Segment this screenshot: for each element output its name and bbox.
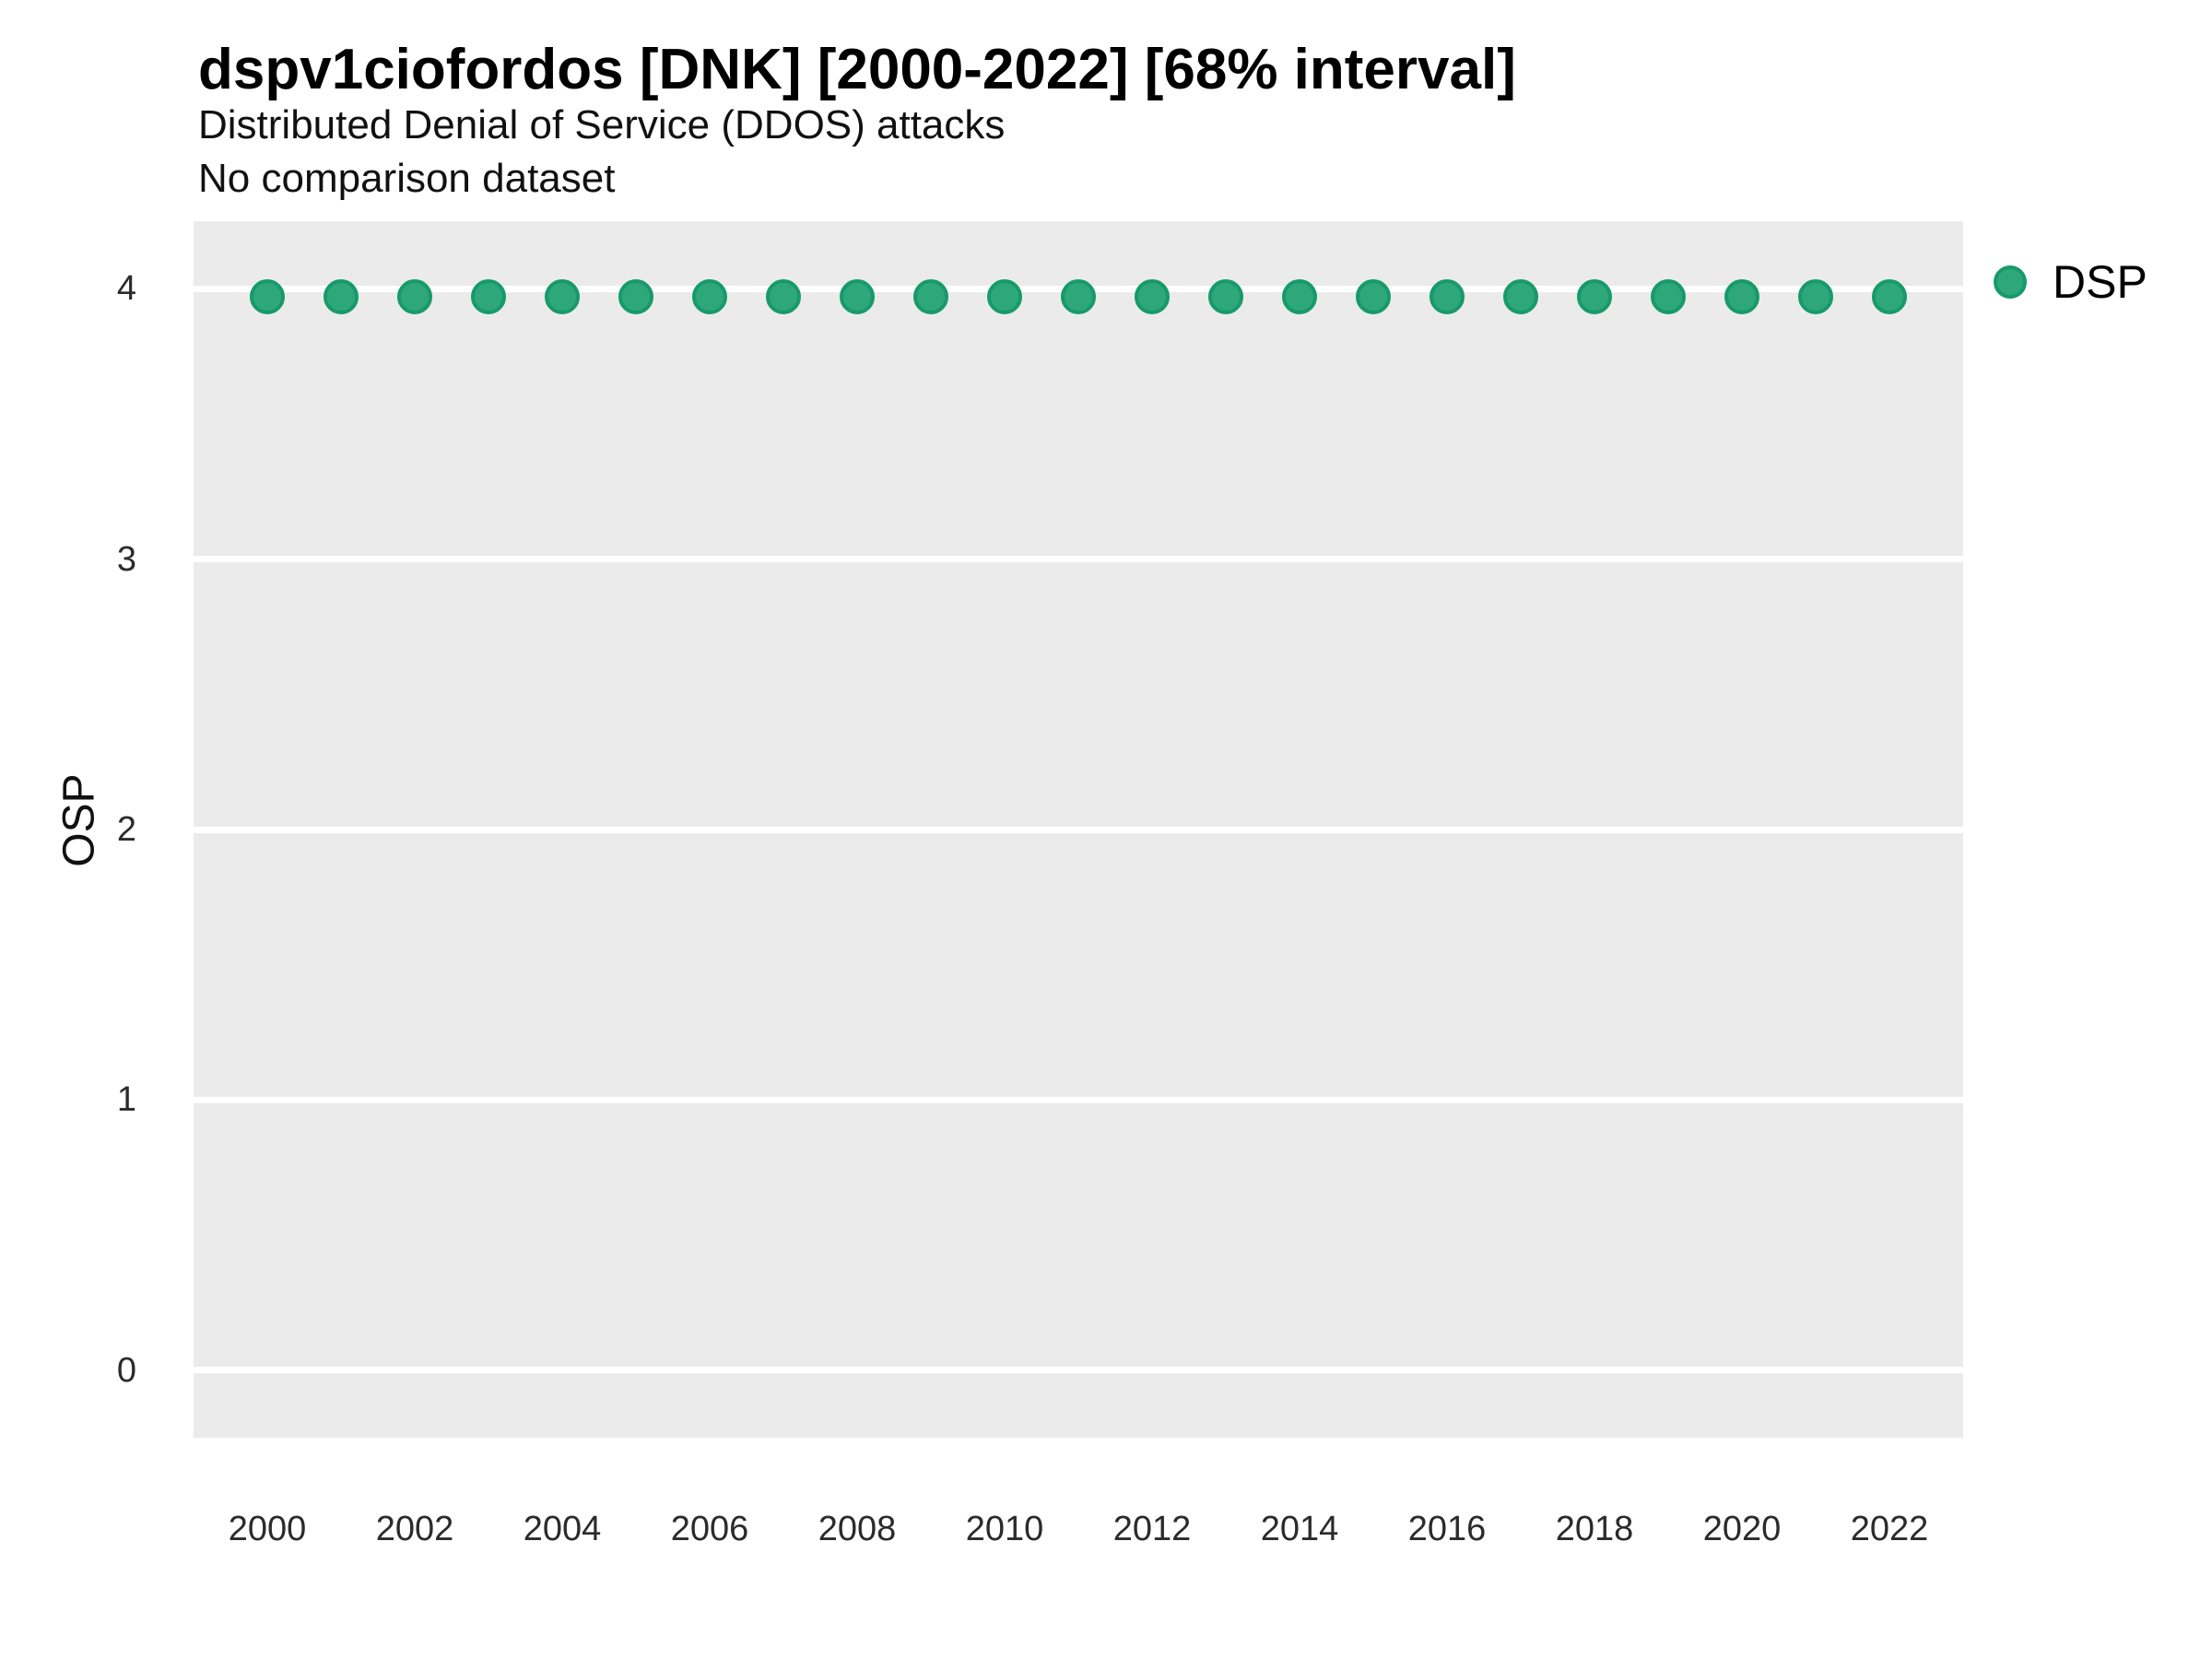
data-point-dsp-2008 bbox=[840, 279, 875, 315]
data-point-dsp-2013 bbox=[1208, 279, 1243, 315]
x-tick-label-2010: 2010 bbox=[965, 1510, 1044, 1548]
y-gridline-0 bbox=[194, 1367, 1963, 1374]
data-point-dsp-2014 bbox=[1282, 279, 1317, 315]
y-tick-label-3: 3 bbox=[116, 539, 136, 579]
x-tick-label-2014: 2014 bbox=[1260, 1510, 1339, 1548]
y-tick-label-4: 4 bbox=[116, 269, 136, 309]
data-point-dsp-2022 bbox=[1872, 279, 1907, 315]
y-gridline-1 bbox=[194, 1096, 1963, 1103]
comparison-note: No comparison dataset bbox=[198, 156, 616, 201]
legend-marker-circle-icon bbox=[1994, 265, 2027, 299]
data-point-dsp-2005 bbox=[618, 279, 653, 315]
legend: DSP bbox=[1994, 255, 2147, 309]
data-point-dsp-2021 bbox=[1798, 279, 1833, 315]
data-point-dsp-2020 bbox=[1724, 279, 1759, 315]
x-tick-label-2020: 2020 bbox=[1702, 1510, 1782, 1548]
y-gridline-3 bbox=[194, 556, 1963, 563]
x-tick-label-2008: 2008 bbox=[818, 1510, 897, 1548]
data-point-dsp-2007 bbox=[766, 279, 801, 315]
y-tick-label-1: 1 bbox=[116, 1080, 136, 1120]
data-point-dsp-2003 bbox=[471, 279, 506, 315]
x-tick-label-2016: 2016 bbox=[1407, 1510, 1487, 1548]
data-point-dsp-2000 bbox=[250, 279, 285, 315]
y-tick-label-2: 2 bbox=[116, 810, 136, 849]
chart-subtitle: Distributed Denial of Service (DDOS) att… bbox=[198, 102, 1006, 147]
data-point-dsp-2016 bbox=[1430, 279, 1465, 315]
plot-panel bbox=[194, 221, 1963, 1438]
chart-title: dspv1ciofordos [DNK] [2000-2022] [68% in… bbox=[198, 38, 1516, 101]
data-point-dsp-2019 bbox=[1651, 279, 1686, 315]
x-tick-label-2012: 2012 bbox=[1112, 1510, 1192, 1548]
data-point-dsp-2012 bbox=[1135, 279, 1170, 315]
y-tick-label-0: 0 bbox=[116, 1350, 136, 1390]
x-tick-label-2006: 2006 bbox=[670, 1510, 749, 1548]
data-point-dsp-2001 bbox=[324, 279, 359, 315]
data-point-dsp-2017 bbox=[1503, 279, 1538, 315]
x-tick-label-2002: 2002 bbox=[375, 1510, 454, 1548]
data-point-dsp-2015 bbox=[1356, 279, 1391, 315]
data-point-dsp-2009 bbox=[913, 279, 948, 315]
x-tick-label-2018: 2018 bbox=[1555, 1510, 1634, 1548]
x-tick-label-2004: 2004 bbox=[523, 1510, 602, 1548]
x-tick-label-2000: 2000 bbox=[228, 1510, 307, 1548]
data-point-dsp-2002 bbox=[397, 279, 432, 315]
x-tick-label-2022: 2022 bbox=[1850, 1510, 1929, 1548]
data-point-dsp-2004 bbox=[545, 279, 580, 315]
data-point-dsp-2011 bbox=[1061, 279, 1096, 315]
y-gridline-2 bbox=[194, 826, 1963, 833]
data-point-dsp-2010 bbox=[987, 279, 1022, 315]
data-point-dsp-2018 bbox=[1577, 279, 1612, 315]
data-point-dsp-2006 bbox=[692, 279, 727, 315]
legend-label: DSP bbox=[2053, 256, 2147, 308]
